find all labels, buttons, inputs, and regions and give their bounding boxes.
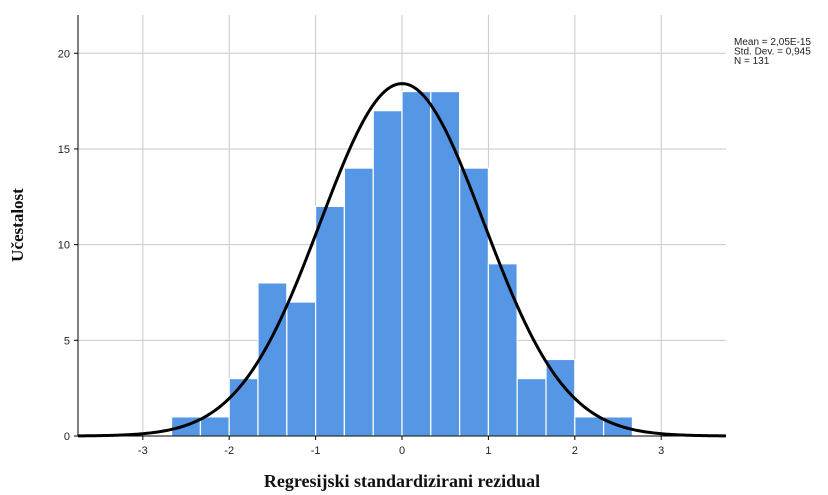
stats-line: Std. Dev. = 0,945 [734, 47, 811, 58]
normal-curve [77, 82, 727, 438]
histogram-bar [487, 263, 518, 437]
y-tick-label: 10 [58, 240, 70, 252]
stats-line: Mean = 2,05E-15 [734, 37, 811, 48]
stats-line: N = 131 [734, 56, 770, 67]
histogram-bar [257, 282, 288, 437]
histogram-bar [430, 90, 461, 437]
x-tick-label: -2 [224, 445, 234, 457]
histogram-bar [459, 167, 490, 437]
histogram-bar [516, 377, 547, 437]
histogram-bar [343, 167, 374, 437]
x-tick-label: 3 [658, 445, 664, 457]
histogram-bar [286, 301, 317, 437]
x-tick-label: -1 [311, 445, 321, 457]
histogram-bar [372, 110, 403, 437]
axes [74, 15, 726, 440]
y-tick-label: 0 [64, 431, 70, 443]
y-tick-label: 5 [64, 335, 70, 347]
histogram-bar [315, 205, 345, 437]
x-tick-label: -3 [138, 445, 148, 457]
x-tick-label: 2 [572, 445, 578, 457]
histogram-bar [228, 377, 259, 437]
y-tick-label: 15 [58, 144, 70, 156]
y-axis-title: Učestalost [8, 188, 27, 262]
histogram-bar [199, 416, 230, 437]
histogram-bar [574, 416, 605, 437]
tick-labels: -3 -2 -1 0 1 2 3 0 5 10 15 20 [58, 48, 665, 457]
x-tick-label: 1 [485, 445, 491, 457]
x-tick-label: 0 [399, 445, 405, 457]
histogram-bar [401, 90, 432, 437]
x-axis-title: Regresijski standardizirani rezidual [264, 471, 540, 491]
y-tick-label: 20 [58, 48, 70, 60]
